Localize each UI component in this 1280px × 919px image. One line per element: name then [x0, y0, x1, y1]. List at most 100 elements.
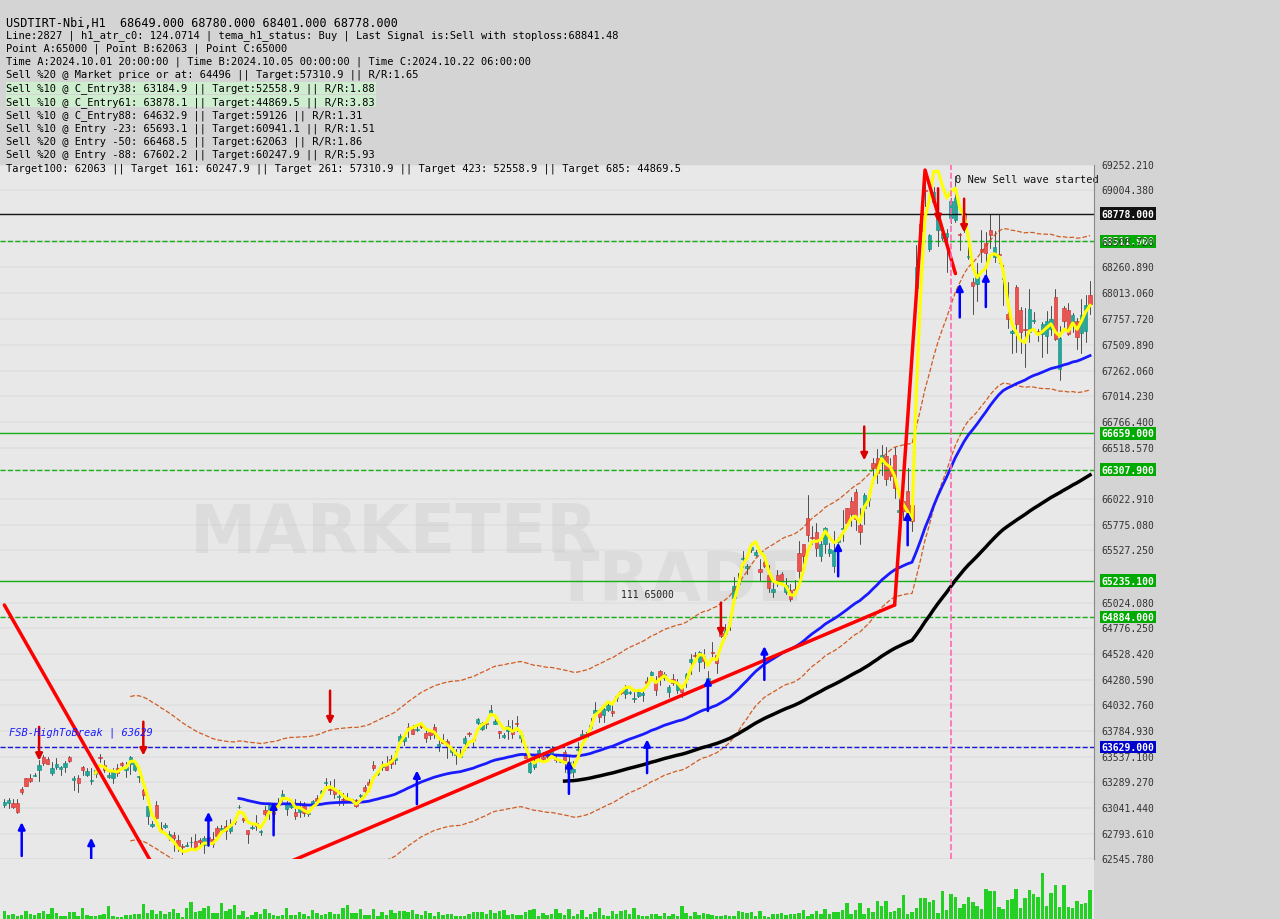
Bar [433, 727, 436, 734]
Bar [402, 912, 406, 919]
Bar [137, 914, 141, 919]
Bar [932, 193, 936, 203]
Bar [845, 902, 849, 919]
Bar [950, 894, 952, 919]
Bar [276, 804, 279, 805]
Bar [689, 659, 692, 663]
Bar [264, 909, 266, 919]
Bar [42, 911, 45, 919]
Bar [984, 244, 987, 254]
Text: 64776.250: 64776.250 [1102, 623, 1155, 633]
Bar [380, 913, 384, 919]
Bar [850, 502, 852, 515]
Bar [1006, 315, 1009, 320]
Bar [102, 766, 106, 770]
Bar [189, 902, 193, 919]
Bar [598, 711, 602, 717]
Bar [823, 909, 827, 919]
Bar [276, 916, 280, 919]
Bar [46, 914, 50, 919]
Bar [667, 687, 671, 692]
Bar [346, 800, 349, 801]
Text: 63289.270: 63289.270 [1102, 777, 1155, 788]
Bar [172, 835, 175, 838]
Bar [1010, 899, 1014, 919]
Bar [371, 909, 375, 919]
Bar [120, 917, 123, 919]
Bar [801, 910, 805, 919]
Bar [754, 916, 758, 919]
Bar [614, 913, 618, 919]
Bar [819, 914, 823, 919]
Text: 68013.060: 68013.060 [1102, 289, 1155, 299]
Bar [246, 916, 250, 919]
Text: 0 New Sell wave started: 0 New Sell wave started [955, 176, 1100, 186]
Bar [207, 906, 210, 919]
Bar [237, 914, 241, 919]
Bar [302, 914, 306, 919]
Bar [320, 791, 323, 793]
Bar [884, 902, 888, 919]
Bar [324, 914, 328, 919]
Bar [198, 840, 201, 843]
Bar [897, 510, 901, 512]
Bar [502, 910, 506, 919]
Text: 67509.890: 67509.890 [1102, 341, 1155, 351]
Bar [1015, 889, 1018, 919]
Bar [333, 789, 337, 794]
Bar [268, 913, 271, 919]
Text: 63784.930: 63784.930 [1102, 726, 1155, 736]
Bar [81, 908, 84, 919]
Bar [81, 767, 84, 770]
Bar [954, 897, 957, 919]
Bar [420, 725, 422, 727]
Text: 62545.780: 62545.780 [1102, 855, 1155, 864]
Bar [133, 763, 136, 770]
Bar [563, 753, 566, 763]
Bar [346, 905, 349, 919]
Bar [572, 769, 575, 773]
Bar [641, 915, 645, 919]
Bar [111, 771, 115, 777]
Bar [972, 283, 974, 287]
Bar [966, 256, 970, 258]
Bar [177, 840, 179, 846]
Text: Line:2827 | h1_atr_c0: 124.0714 | tema_h1_status: Buy | Last Signal is:Sell with: Line:2827 | h1_atr_c0: 124.0714 | tema_h… [6, 29, 620, 40]
Bar [707, 914, 709, 919]
Bar [229, 826, 232, 832]
Bar [307, 916, 310, 919]
Bar [628, 914, 631, 919]
Bar [42, 757, 45, 764]
Bar [776, 914, 780, 919]
Bar [593, 913, 596, 919]
Bar [954, 199, 957, 221]
Bar [758, 911, 762, 919]
Bar [285, 908, 288, 919]
Bar [1019, 908, 1023, 919]
Bar [993, 247, 996, 257]
Bar [580, 734, 584, 739]
Bar [64, 764, 67, 767]
Bar [1019, 311, 1023, 333]
Bar [963, 904, 966, 919]
Bar [124, 914, 128, 919]
Bar [879, 906, 883, 919]
Text: 68778.000: 68778.000 [1102, 210, 1155, 220]
Text: Time A:2024.10.01 20:00:00 | Time B:2024.10.05 00:00:00 | Time C:2024.10.22 06:0: Time A:2024.10.01 20:00:00 | Time B:2024… [6, 56, 531, 67]
Bar [923, 898, 927, 919]
Bar [224, 826, 228, 831]
Bar [77, 778, 79, 783]
Bar [845, 508, 849, 523]
Bar [945, 911, 948, 919]
Bar [90, 780, 93, 781]
Bar [928, 235, 931, 249]
Bar [979, 250, 983, 253]
Bar [33, 914, 37, 919]
Bar [884, 457, 887, 479]
Bar [293, 914, 297, 919]
Text: 65527.250: 65527.250 [1102, 546, 1155, 556]
Bar [614, 697, 618, 698]
Bar [1037, 332, 1039, 335]
Bar [289, 805, 293, 807]
Text: 66307.900: 66307.900 [1102, 465, 1155, 475]
